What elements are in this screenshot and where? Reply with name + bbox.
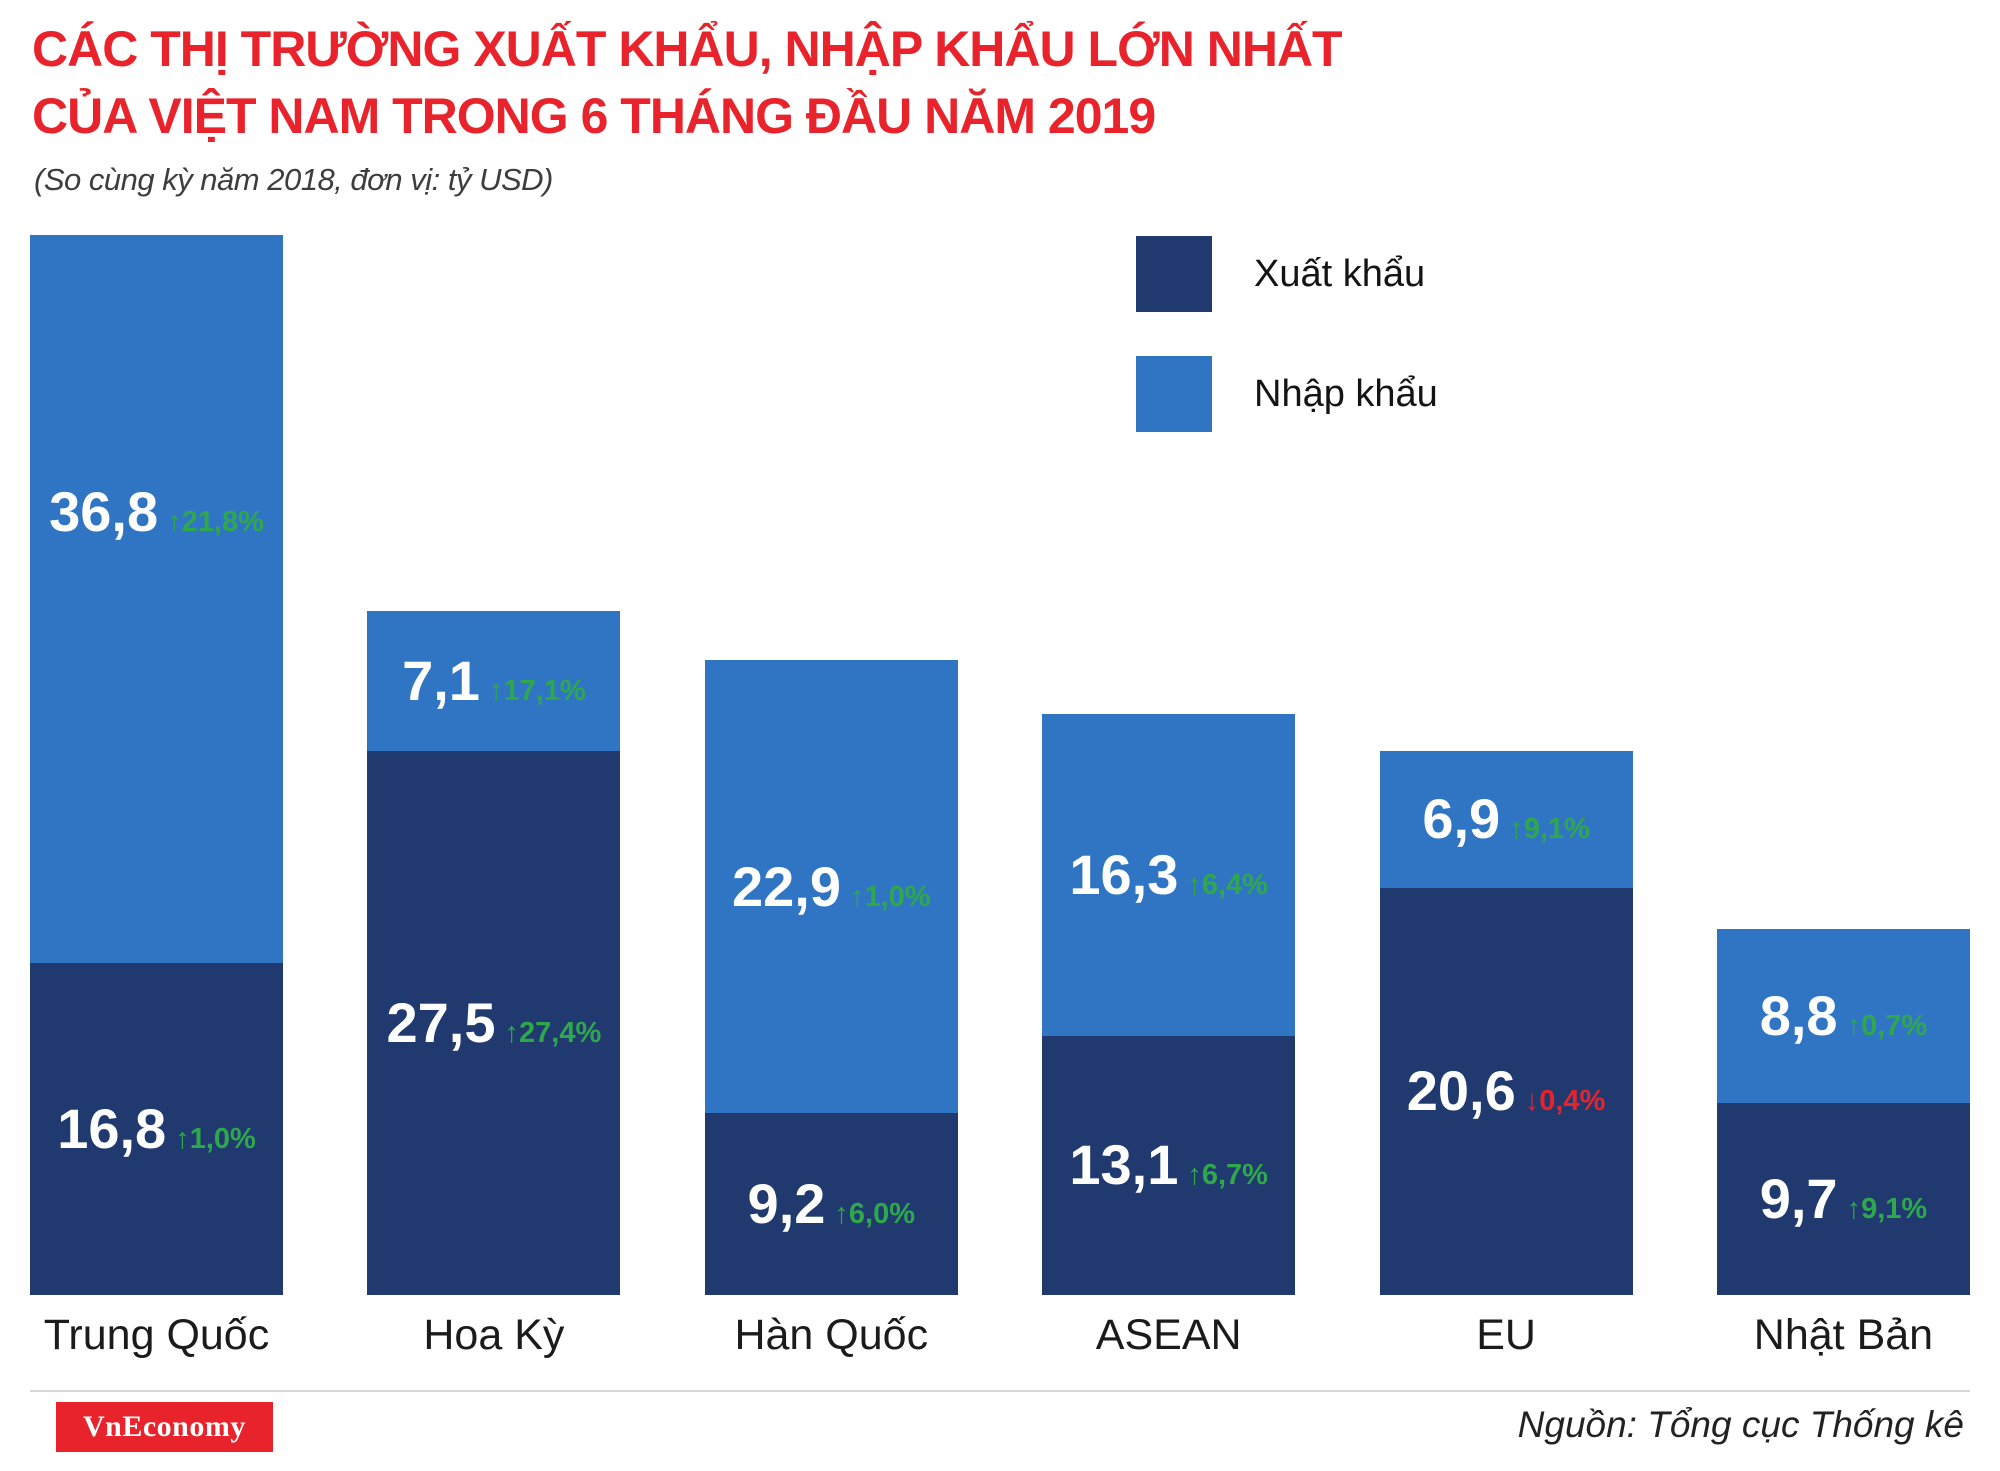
bar-group-4: 16,3 ↑6,4% 13,1 ↑6,7% ASEAN <box>1042 713 1296 1359</box>
segment-label: 13,1 ↑6,7% <box>1069 1137 1268 1193</box>
change-up-label: ↑17,1% <box>488 675 586 707</box>
value-label: 20,6 <box>1406 1059 1516 1123</box>
chart-title-line1: CÁC THỊ TRƯỜNG XUẤT KHẨU, NHẬP KHẨU LỚN … <box>32 21 1343 77</box>
change-down-label: ↓0,4% <box>1524 1085 1606 1118</box>
import-segment: 16,3 ↑6,4% <box>1042 713 1296 1036</box>
segment-label: 6,9 ↑9,1% <box>1422 791 1589 847</box>
value-label: 8,8 <box>1759 984 1838 1048</box>
bar-group-5: 6,9 ↑9,1% 20,6 ↓0,4% EU <box>1379 751 1633 1359</box>
value-label: 16,8 <box>57 1096 167 1160</box>
change-up-label: ↑0,7% <box>1846 1010 1928 1043</box>
value-label: 7,1 <box>402 649 480 712</box>
change-up-label: ↑1,0% <box>849 880 931 913</box>
vneconomy-logo: VnEconomy <box>56 1402 273 1452</box>
export-segment: 20,6 ↓0,4% <box>1379 887 1633 1295</box>
bar-group-6: 8,8 ↑0,7% 9,7 ↑9,1% Nhật Bản <box>1716 929 1970 1359</box>
segment-label: 9,2 ↑6,0% <box>748 1176 915 1232</box>
bar-group-3: 22,9 ↑1,0% 9,2 ↑6,0% Hàn Quốc <box>704 660 958 1359</box>
segment-label: 16,3 ↑6,4% <box>1069 842 1268 906</box>
change-up-label: ↑6,7% <box>1187 1159 1268 1192</box>
bar-group-1: 36,8 ↑21,8% 16,8 ↑1,0% Trung Quốc <box>30 235 283 1359</box>
segment-label: 22,9 ↑1,0% <box>731 854 931 918</box>
category-label: EU <box>1476 1311 1536 1359</box>
legend-item-import: Nhập khẩu <box>1136 356 1438 432</box>
export-segment: 9,7 ↑9,1% <box>1716 1103 1970 1295</box>
legend: Xuất khẩu Nhập khẩu <box>1136 236 1438 476</box>
change-up-label: ↑9,1% <box>1509 813 1590 846</box>
value-label: 9,2 <box>747 1172 826 1236</box>
bar-group-2: 7,1 ↑17,1% 27,5 ↑27,4% Hoa Kỳ <box>367 610 621 1359</box>
bar-stack: 36,8 ↑21,8% 16,8 ↑1,0% <box>30 235 283 1295</box>
legend-item-export: Xuất khẩu <box>1136 236 1438 312</box>
segment-label: 16,8 ↑1,0% <box>57 1096 256 1160</box>
value-label: 6,9 <box>1422 787 1501 851</box>
import-segment: 8,8 ↑0,7% <box>1716 929 1970 1104</box>
change-up-label: ↑6,0% <box>834 1198 916 1231</box>
export-segment: 27,5 ↑27,4% <box>367 751 621 1295</box>
change-up-label: ↑6,4% <box>1187 868 1268 901</box>
category-label: Nhật Bản <box>1753 1311 1934 1359</box>
bar-stack: 16,3 ↑6,4% 13,1 ↑6,7% <box>1042 713 1296 1295</box>
source-text: Nguồn: Tổng cục Thống kê <box>1517 1404 1964 1445</box>
segment-label: 27,5 ↑27,4% <box>387 995 602 1051</box>
segment-label: 9,7 ↑9,1% <box>1760 1171 1927 1227</box>
header: CÁC THỊ TRƯỜNG XUẤT KHẨU, NHẬP KHẨU LỚN … <box>32 16 1968 198</box>
footer: VnEconomy Nguồn: Tổng cục Thống kê <box>0 1400 2000 1460</box>
value-label: 22,9 <box>731 854 841 918</box>
category-label: Hoa Kỳ <box>423 1311 565 1359</box>
bar-stack: 6,9 ↑9,1% 20,6 ↓0,4% <box>1379 751 1633 1295</box>
category-label: ASEAN <box>1095 1311 1242 1359</box>
category-label: Trung Quốc <box>43 1311 270 1359</box>
change-up-label: ↑9,1% <box>1846 1193 1928 1226</box>
export-segment: 13,1 ↑6,7% <box>1042 1035 1296 1295</box>
export-color-swatch <box>1136 236 1212 312</box>
footer-divider <box>30 1390 1970 1392</box>
segment-label: 8,8 ↑0,7% <box>1760 988 1927 1044</box>
category-label: Hàn Quốc <box>734 1311 929 1359</box>
value-label: 36,8 <box>49 479 159 543</box>
import-segment: 7,1 ↑17,1% <box>367 610 621 752</box>
import-color-swatch <box>1136 356 1212 432</box>
segment-label: 7,1 ↑17,1% <box>402 653 586 709</box>
bar-stack: 22,9 ↑1,0% 9,2 ↑6,0% <box>704 660 958 1295</box>
chart-title-line2: CỦA VIỆT NAM TRONG 6 THÁNG ĐẦU NĂM 2019 <box>32 88 1156 144</box>
import-segment: 36,8 ↑21,8% <box>30 235 283 963</box>
value-label: 27,5 <box>386 991 496 1055</box>
change-up-label: ↑1,0% <box>175 1122 256 1155</box>
export-segment: 16,8 ↑1,0% <box>30 962 283 1295</box>
import-segment: 6,9 ↑9,1% <box>1379 751 1633 888</box>
chart-subtitle: (So cùng kỳ năm 2018, đơn vị: tỷ USD) <box>34 162 553 197</box>
export-segment: 9,2 ↑6,0% <box>704 1113 958 1295</box>
value-label: 16,3 <box>1069 842 1179 906</box>
segment-label: 20,6 ↓0,4% <box>1407 1063 1606 1119</box>
bar-stack: 8,8 ↑0,7% 9,7 ↑9,1% <box>1716 929 1970 1295</box>
chart: 36,8 ↑21,8% 16,8 ↑1,0% Trung Quốc 7,1 ↑17,1% 27… <box>30 235 1970 1359</box>
bar-stack: 7,1 ↑17,1% 27,5 ↑27,4% <box>367 610 621 1295</box>
change-up-label: ↑27,4% <box>504 1017 602 1050</box>
value-label: 13,1 <box>1069 1133 1179 1197</box>
import-segment: 22,9 ↑1,0% <box>704 660 958 1114</box>
value-label: 9,7 <box>1759 1167 1838 1231</box>
legend-label-import: Nhập khẩu <box>1254 372 1438 415</box>
segment-label: 36,8 ↑21,8% <box>30 479 283 543</box>
chart-title: CÁC THỊ TRƯỜNG XUẤT KHẨU, NHẬP KHẨU LỚN … <box>32 16 1968 150</box>
legend-label-export: Xuất khẩu <box>1254 252 1426 295</box>
change-up-label: ↑21,8% <box>167 505 264 538</box>
